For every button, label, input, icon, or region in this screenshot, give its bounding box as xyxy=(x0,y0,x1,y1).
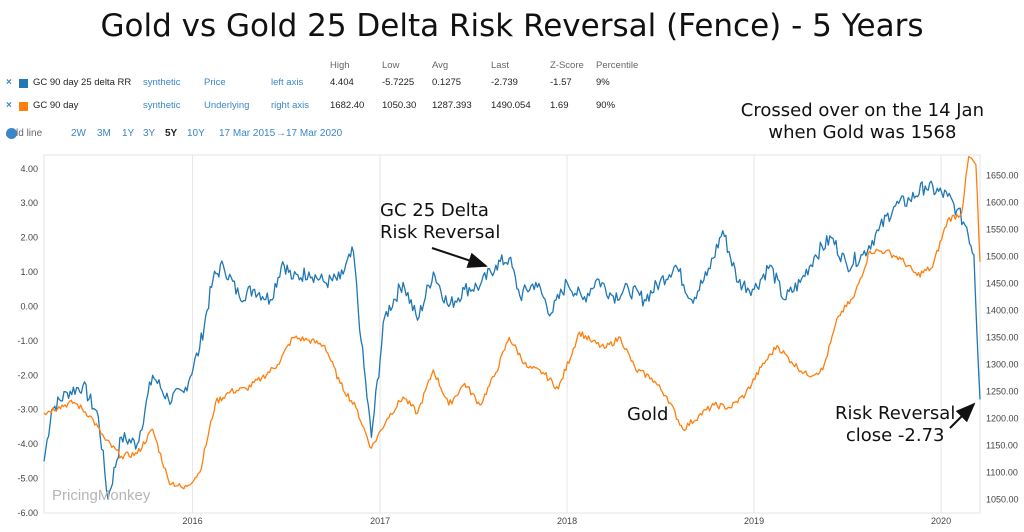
series-avg: 1287.393 xyxy=(432,100,472,111)
y-left-tick-label: 4.00 xyxy=(20,164,38,174)
y-right-tick-label: 1450.00 xyxy=(986,279,1019,289)
series-high: 4.404 xyxy=(330,77,354,88)
annotation-rr-close: Risk Reversal close -2.73 xyxy=(835,403,955,447)
y-right-tick-label: 1550.00 xyxy=(986,225,1019,235)
annotation-crossover-line2: when Gold was 1568 xyxy=(768,122,957,143)
series-low: 1050.30 xyxy=(382,100,417,111)
series-type-link[interactable]: synthetic xyxy=(143,100,181,111)
date-separator: → xyxy=(276,128,286,139)
range-3m-button[interactable]: 3M xyxy=(97,128,111,139)
annotation-rr-label: GC 25 Delta Risk Reversal xyxy=(380,200,500,244)
series-name[interactable]: GC 90 day 25 delta RR xyxy=(33,77,132,88)
series-last: 1490.054 xyxy=(491,100,531,111)
annotation-rr-line1: GC 25 Delta xyxy=(380,200,489,221)
series-zscore: 1.69 xyxy=(550,100,569,111)
y-left-tick-label: -4.00 xyxy=(17,439,38,449)
series-axis-link[interactable]: left axis xyxy=(271,77,304,88)
y-right-tick-label: 1050.00 xyxy=(986,495,1019,505)
series-percentile: 90% xyxy=(596,100,616,111)
series-zscore: -1.57 xyxy=(550,77,572,88)
series-percentile: 9% xyxy=(596,77,610,88)
y-left-tick-label: -1.00 xyxy=(17,336,38,346)
annotation-crossover: Crossed over on the 14 Jan when Gold was… xyxy=(741,100,984,144)
annotation-crossover-line1: Crossed over on the 14 Jan xyxy=(740,100,984,121)
y-right-tick-label: 1600.00 xyxy=(986,198,1019,208)
x-tick-label: 2019 xyxy=(744,516,764,526)
series-line-risk-reversal xyxy=(43,180,981,500)
chart-title: Gold vs Gold 25 Delta Risk Reversal (Fen… xyxy=(100,8,924,44)
remove-series-button[interactable]: × xyxy=(6,77,12,88)
series-last: -2.739 xyxy=(491,77,518,88)
x-tick-label: 2016 xyxy=(183,516,203,526)
date-to[interactable]: 17 Mar 2020 xyxy=(286,128,343,139)
series-axis-link[interactable]: right axis xyxy=(271,100,310,111)
range-10y-button[interactable]: 10Y xyxy=(187,128,205,139)
plot-frame xyxy=(43,154,981,514)
plus-icon: + xyxy=(6,128,17,139)
series-name[interactable]: GC 90 day xyxy=(33,100,79,111)
y-left-tick-label: -2.00 xyxy=(17,370,38,380)
annotation-gold-label: Gold xyxy=(627,404,669,425)
y-right-tick-label: 1400.00 xyxy=(986,306,1019,316)
annotation-rr-close-line2: close -2.73 xyxy=(845,425,945,446)
series-high: 1682.40 xyxy=(330,100,365,111)
series-kind-link[interactable]: Underlying xyxy=(204,100,250,111)
range-3y-button[interactable]: 3Y xyxy=(143,128,156,139)
annotation-rr-close-line1: Risk Reversal xyxy=(835,403,956,424)
y-left-tick-label: 2.00 xyxy=(20,233,38,243)
header-avg: Avg xyxy=(432,60,449,71)
y-right-tick-label: 1300.00 xyxy=(986,360,1019,370)
range-5y-button[interactable]: 5Y xyxy=(165,128,178,139)
y-right-tick-label: 1350.00 xyxy=(986,333,1019,343)
series-type-link[interactable]: synthetic xyxy=(143,77,181,88)
series-line-gold xyxy=(43,155,981,490)
y-left-tick-label: 3.00 xyxy=(20,198,38,208)
series-low: -5.7225 xyxy=(382,77,415,88)
range-1y-button[interactable]: 1Y xyxy=(122,128,135,139)
arrow-rr-close xyxy=(949,402,976,429)
y-left-tick-label: -6.00 xyxy=(17,508,38,518)
y-left-tick-label: -5.00 xyxy=(17,474,38,484)
add-line-button[interactable]: + Add line xyxy=(6,128,42,139)
date-from[interactable]: 17 Mar 2015 xyxy=(219,128,276,139)
series-avg: 0.1275 xyxy=(432,77,462,88)
header-low: Low xyxy=(382,60,400,71)
y-left-tick-label: 0.00 xyxy=(20,301,38,311)
header-percentile: Percentile xyxy=(596,60,639,71)
annotation-rr-line2: Risk Reversal xyxy=(380,222,501,243)
y-right-tick-label: 1250.00 xyxy=(986,387,1019,397)
header-zscore: Z-Score xyxy=(550,60,584,71)
range-2w-button[interactable]: 2W xyxy=(71,128,86,139)
arrow-rr-label xyxy=(431,247,488,268)
header-last: Last xyxy=(491,60,509,71)
series-color-swatch xyxy=(19,79,28,88)
y-right-tick-label: 1100.00 xyxy=(986,468,1018,478)
y-left-tick-label: 1.00 xyxy=(20,267,38,277)
watermark: PricingMonkey xyxy=(52,487,151,504)
series-kind-link[interactable]: Price xyxy=(204,77,226,88)
x-tick-label: 2020 xyxy=(931,516,951,526)
x-tick-label: 2018 xyxy=(557,516,577,526)
remove-series-button[interactable]: × xyxy=(6,100,12,111)
x-tick-label: 2017 xyxy=(370,516,390,526)
series-color-swatch xyxy=(19,102,28,111)
y-left-tick-label: -3.00 xyxy=(17,405,38,415)
y-right-tick-label: 1200.00 xyxy=(986,414,1019,424)
y-right-tick-label: 1500.00 xyxy=(986,252,1019,262)
y-right-tick-label: 1150.00 xyxy=(986,441,1018,451)
add-line-label: Add line xyxy=(6,128,43,139)
header-high: High xyxy=(330,60,350,71)
y-right-tick-label: 1650.00 xyxy=(986,171,1019,181)
